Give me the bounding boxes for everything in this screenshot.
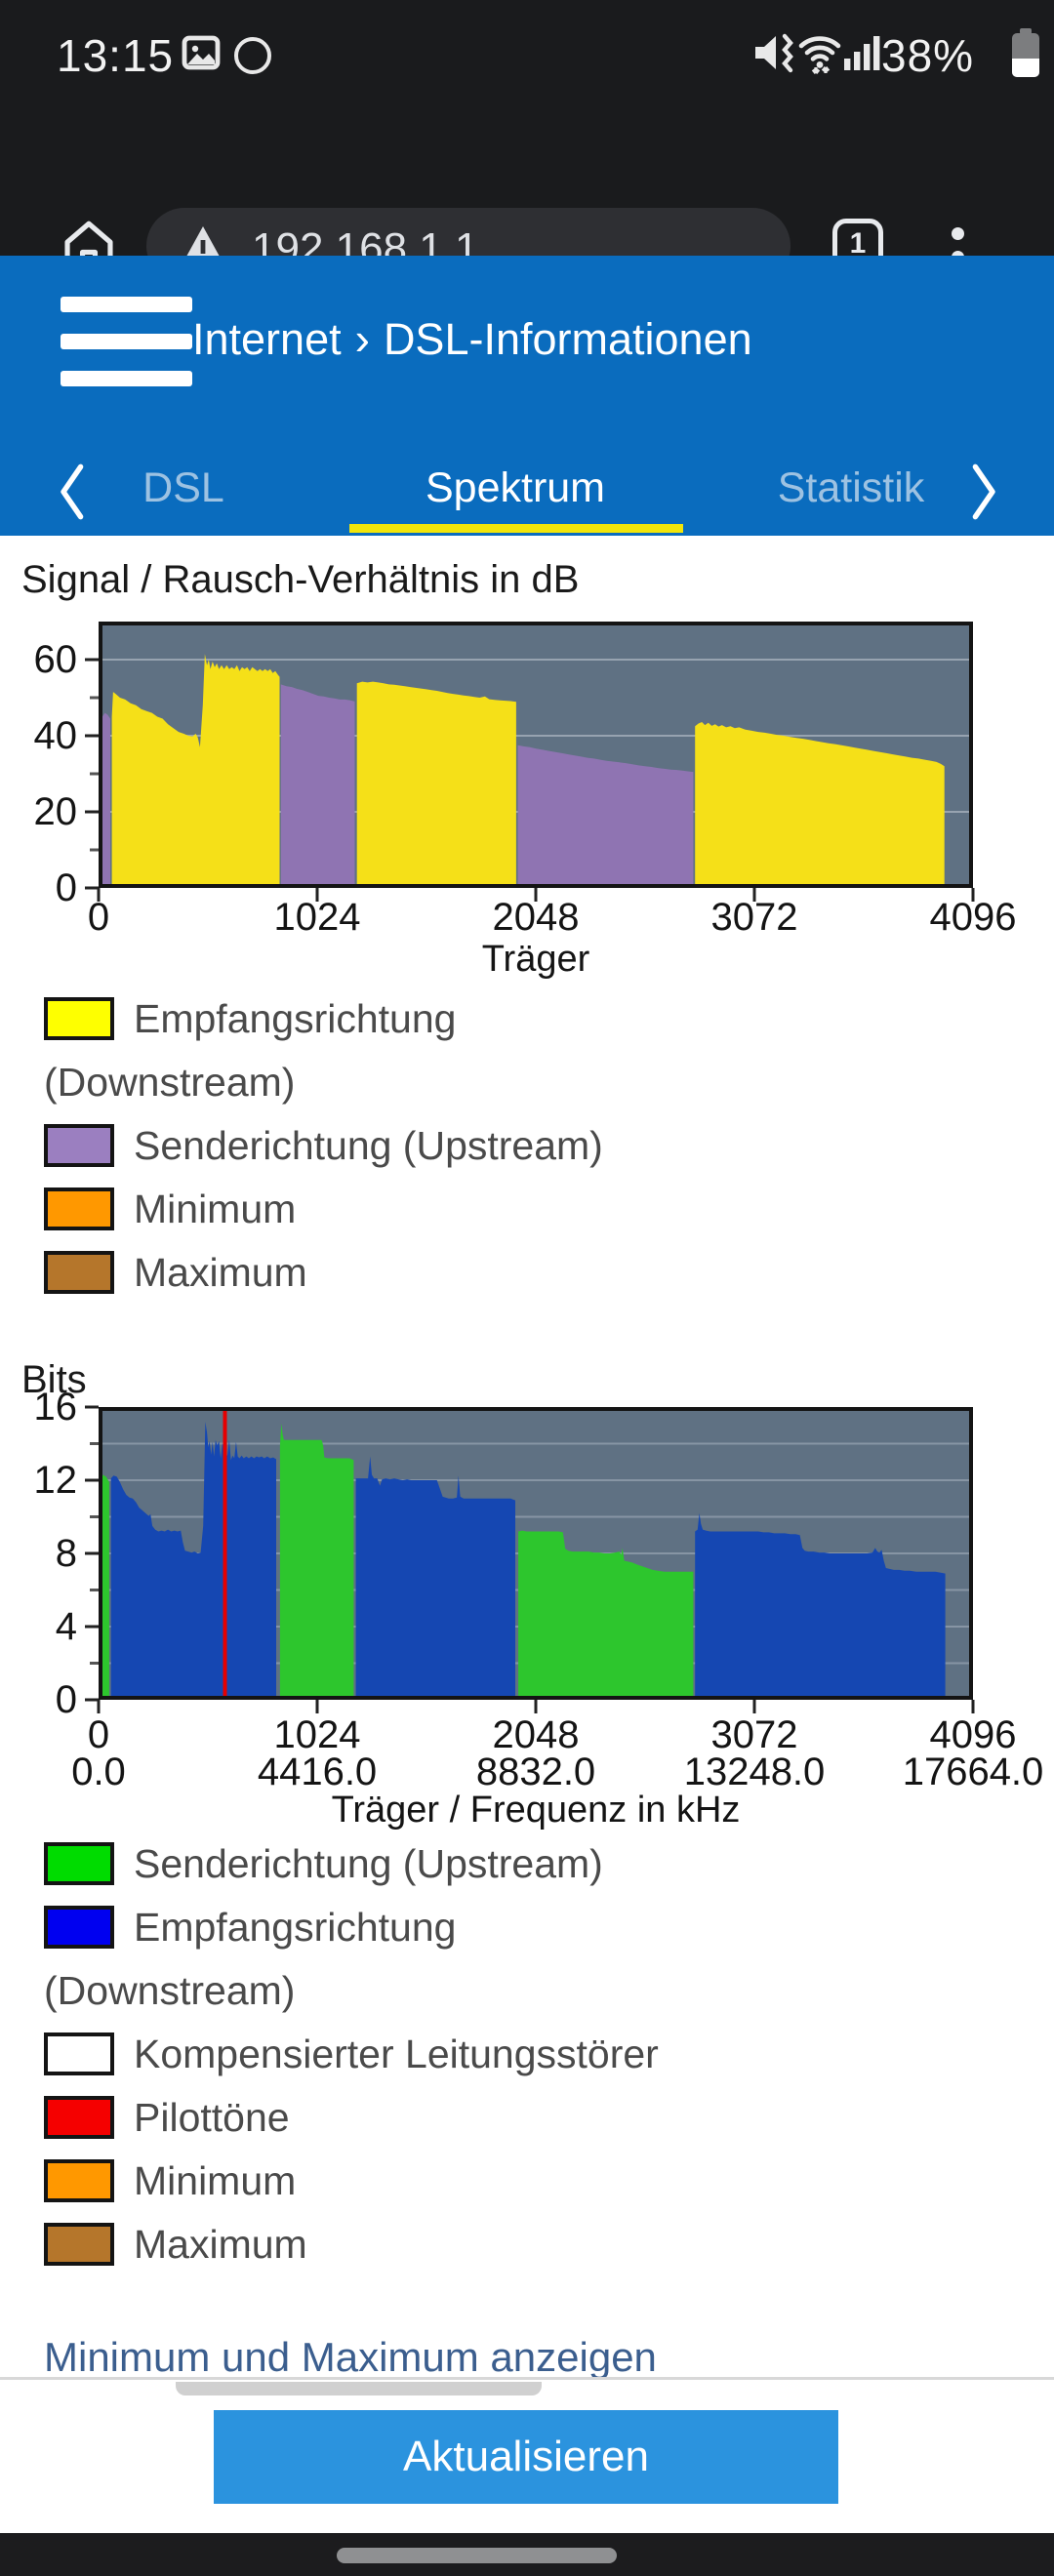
legend-label: (Downstream) [44, 1968, 296, 2013]
breadcrumb-separator-icon: › [354, 313, 370, 364]
divider [0, 2377, 1054, 2380]
legend-label: Pilottöne [134, 2095, 290, 2140]
app-header: Internet › DSL-Informationen DSL Spektrum … [0, 256, 1054, 642]
legend-item: Pilottöne [44, 2086, 805, 2150]
legend-item: Kompensierter Leitungsstörer [44, 2023, 805, 2086]
legend-label: Senderichtung (Upstream) [134, 1123, 603, 1168]
legend-item: Senderichtung (Upstream) [44, 1832, 805, 1896]
legend-swatch [44, 1124, 114, 1167]
legend-item: Empfangsrichtung (Downstream) [44, 987, 805, 1114]
snr-chart-legend: Empfangsrichtung (Downstream) Senderichtun… [44, 987, 805, 1305]
home-button[interactable] [59, 216, 119, 276]
legend-swatch [44, 2223, 114, 2266]
bits-chart-legend: Senderichtung (Upstream) Empfangsrichtung… [44, 1832, 805, 2276]
page-scrollbar-thumb[interactable] [337, 2548, 617, 2563]
legend-label: Maximum [134, 1250, 307, 1295]
browser-toolbar: 192.168.1.1 1 [0, 78, 1054, 287]
legend-item: Empfangsrichtung (Downstream) [44, 1896, 805, 2023]
image-notification-icon [182, 35, 221, 70]
breadcrumb-page: DSL-Informationen [383, 314, 752, 364]
battery-percent: 38% [881, 30, 975, 81]
refresh-button[interactable]: Aktualisieren [214, 2410, 838, 2504]
legend-swatch [44, 1842, 114, 1885]
bottom-bar [0, 2533, 1054, 2576]
tab-statistik[interactable]: Statistik [777, 464, 925, 511]
signal-icon [844, 36, 880, 70]
legend-label: Minimum [134, 2158, 297, 2203]
active-tab-underline [349, 524, 683, 533]
legend-label: Empfangsrichtung [134, 996, 457, 1041]
snr-chart-title: Signal / Rausch-Verhältnis in dB [21, 558, 580, 601]
battery-icon [1012, 28, 1039, 77]
bits-chart-title: Bits [21, 1358, 87, 1401]
tab-spektrum[interactable]: Spektrum [425, 464, 606, 511]
status-bar: 13:15 38% [0, 0, 1054, 81]
legend-label: Kompensierter Leitungsstörer [134, 2032, 659, 2076]
clock: 13:15 [57, 30, 175, 81]
legend-item: Maximum [44, 1241, 805, 1305]
legend-swatch [44, 1187, 114, 1230]
tab-bar: DSL Spektrum Statistik [0, 449, 1054, 536]
wifi-icon [798, 36, 841, 74]
tab-dsl[interactable]: DSL [142, 464, 224, 511]
legend-item: Maximum [44, 2213, 805, 2276]
legend-label: Maximum [134, 2222, 307, 2267]
breadcrumb-section[interactable]: Internet [192, 314, 342, 364]
legend-swatch [44, 1251, 114, 1294]
tab-count: 1 [849, 227, 867, 260]
data-saver-icon [234, 37, 271, 74]
tabs-scroll-left-icon[interactable] [49, 461, 94, 523]
mute-vibrate-icon [755, 33, 793, 73]
menu-button[interactable] [61, 297, 192, 386]
legend-item: Minimum [44, 1178, 805, 1241]
legend-swatch [44, 2033, 114, 2075]
legend-swatch [44, 997, 114, 1040]
show-min-max-link[interactable]: Minimum und Maximum anzeigen [44, 2334, 657, 2380]
legend-label: Empfangsrichtung [134, 1905, 457, 1950]
legend-swatch [44, 2096, 114, 2139]
legend-item: Minimum [44, 2150, 805, 2213]
legend-swatch [44, 2159, 114, 2202]
horizontal-scrollbar-thumb[interactable] [176, 2382, 542, 2395]
legend-label: Senderichtung (Upstream) [134, 1841, 603, 1886]
legend-swatch [44, 1906, 114, 1949]
tabs-scroll-right-icon[interactable] [962, 461, 1007, 523]
legend-item: Senderichtung (Upstream) [44, 1114, 805, 1178]
legend-label: (Downstream) [44, 1060, 296, 1105]
legend-label: Minimum [134, 1187, 297, 1231]
breadcrumb: Internet › DSL-Informationen [192, 312, 752, 365]
